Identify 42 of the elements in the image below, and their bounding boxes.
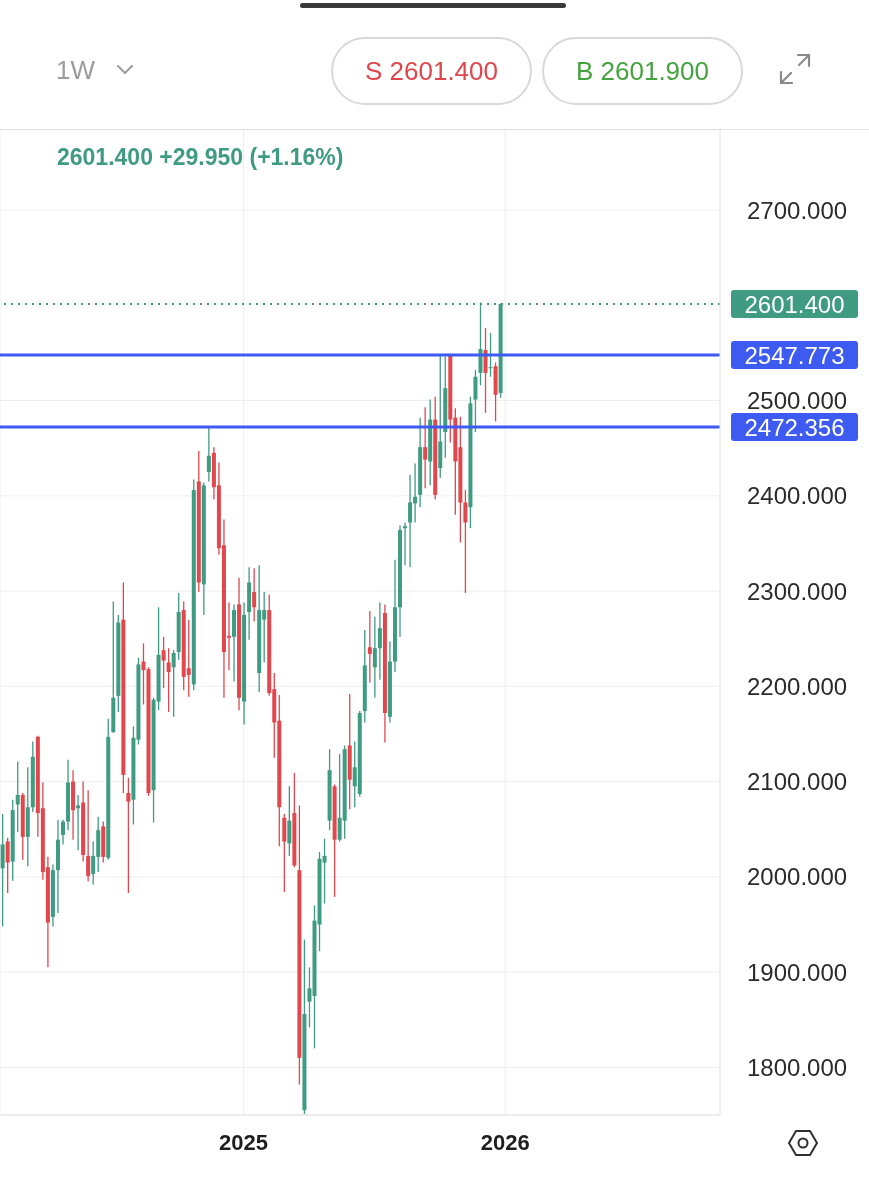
candlestick (287, 785, 292, 857)
annotation: 2601.400 +29.950 (+1.16%) (57, 144, 344, 171)
candlestick (0, 813, 5, 928)
candlestick (282, 813, 287, 893)
candlestick (86, 789, 91, 883)
x-tick-label: 2025 (219, 1129, 269, 1155)
y-tick-label: 1900.000 (747, 958, 848, 986)
candlestick (408, 474, 413, 568)
y-tick-label: 2400.000 (747, 482, 848, 510)
candlestick (488, 332, 493, 378)
y-tick-label: 2300.000 (747, 577, 848, 605)
ref-line-label: 2547.773 (744, 341, 845, 369)
y-tick-label: 2100.000 (747, 768, 848, 796)
ref-line-label: 2601.400 (744, 290, 845, 318)
candlestick (166, 647, 171, 713)
y-tick-label: 2000.000 (747, 863, 848, 891)
y-tick-label: 1800.000 (747, 1054, 848, 1082)
candlestick (171, 649, 176, 718)
candlestick (76, 794, 81, 851)
candlestick (423, 406, 428, 489)
candlestick (15, 760, 20, 833)
y-tick-label: 2700.000 (747, 196, 848, 224)
candlestick (463, 489, 468, 594)
candlestick (403, 521, 408, 566)
candlestick (377, 601, 382, 681)
candlestick (5, 837, 10, 894)
candlestick (367, 610, 372, 684)
x-tick-label: 2026 (480, 1129, 530, 1155)
sell-button: S 2601.400 (331, 37, 532, 105)
candlestick (161, 636, 166, 689)
candlestick (126, 777, 131, 894)
candlestick (61, 819, 65, 846)
text: 1W (56, 54, 95, 86)
buy-button: B 2601.900 (542, 37, 743, 105)
candlestick (206, 426, 211, 483)
candlestick (372, 616, 377, 699)
y-tick-label: 2200.000 (747, 672, 848, 700)
candlestick (473, 369, 478, 433)
ref-line-label: 2472.356 (744, 413, 845, 441)
y-tick-label: 2500.000 (747, 387, 848, 415)
candlestick (141, 642, 146, 706)
candlestick (252, 567, 257, 623)
